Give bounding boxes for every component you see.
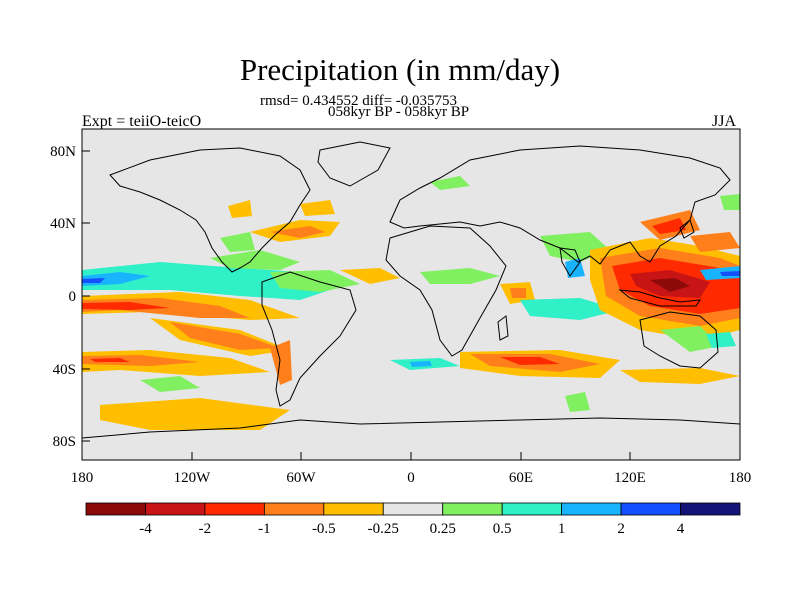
- anomaly-patch: [720, 271, 740, 276]
- colorbar-segment: [145, 502, 206, 516]
- anomaly-patch: [430, 176, 470, 190]
- lon-tick-label: 120W: [174, 470, 212, 486]
- longitude-axis: 180 120W 60W 0 60E 120E 180: [71, 452, 752, 486]
- anomaly-patch: [690, 232, 740, 252]
- lon-tick-label: 60E: [509, 470, 533, 486]
- colorbar-label: 0.25: [430, 521, 456, 537]
- anomaly-patch: [510, 288, 526, 298]
- anomaly-patch: [410, 361, 432, 367]
- anomaly-patch: [220, 232, 255, 252]
- colorbar-label: 4: [677, 521, 685, 537]
- anomaly-patch: [500, 357, 560, 365]
- colorbar-label: -4: [139, 521, 152, 537]
- anomaly-patch: [340, 268, 400, 284]
- anomaly-patch: [270, 340, 292, 385]
- lon-tick-label: 120E: [614, 470, 646, 486]
- colorbar-segment: [442, 502, 503, 516]
- anomaly-patch: [210, 250, 300, 270]
- anomaly-patch: [170, 322, 280, 350]
- lat-tick-label: 40N: [50, 216, 76, 232]
- anomaly-patch: [420, 268, 500, 284]
- anomaly-patch: [650, 278, 690, 292]
- anomaly-patch: [300, 200, 335, 216]
- anomaly-patch: [720, 194, 740, 210]
- colorbar-label: -1: [258, 521, 271, 537]
- anomaly-patch: [652, 218, 686, 234]
- anomaly-patch: [82, 355, 200, 366]
- season-label: JJA: [712, 113, 737, 130]
- anomaly-patch: [565, 258, 585, 278]
- anomaly-patch: [660, 326, 720, 352]
- colorbar-label: -0.5: [312, 521, 336, 537]
- colorbar-segment: [680, 502, 741, 516]
- colorbar-label: 1: [558, 521, 566, 537]
- anomaly-patch: [620, 368, 740, 384]
- colorbar-label: -0.25: [368, 521, 399, 537]
- colorbar-segment: [382, 502, 444, 516]
- lat-tick-label: 40S: [53, 362, 76, 378]
- anomaly-patch: [270, 226, 325, 238]
- colorbar-label: 2: [617, 521, 625, 537]
- lat-tick-label: 80N: [50, 144, 76, 160]
- anomaly-patch: [228, 200, 252, 218]
- colorbar-segment: [323, 502, 384, 516]
- anomaly-patch: [700, 266, 740, 280]
- precip-anomaly-field: [82, 176, 740, 430]
- experiment-label: Expt = teiiO-teicO: [82, 113, 202, 130]
- plot-title: Precipitation (in mm/day): [239, 52, 561, 87]
- lat-tick-label: 0: [69, 289, 77, 305]
- anomaly-patch: [90, 358, 130, 362]
- anomaly-patch: [140, 376, 200, 392]
- anomaly-patch: [520, 298, 620, 320]
- anomaly-patch: [706, 332, 736, 348]
- anomaly-patch: [82, 278, 105, 283]
- anomaly-patch: [565, 392, 590, 412]
- anomaly-patch: [100, 398, 290, 430]
- lat-tick-label: 80S: [53, 434, 76, 450]
- colorbar-segment: [561, 502, 622, 516]
- colorbar-label: -2: [199, 521, 212, 537]
- colorbar-segment: [204, 502, 265, 516]
- colorbar-label: 0.5: [493, 521, 512, 537]
- coastlines: [81, 141, 741, 439]
- latitude-axis: 80N 40N 0 40S 80S: [50, 144, 90, 450]
- lon-tick-label: 0: [407, 470, 415, 486]
- anomaly-patch: [82, 302, 170, 310]
- lon-tick-label: 180: [71, 470, 94, 486]
- anomaly-patch: [82, 262, 330, 300]
- colorbar-segment: [263, 502, 325, 516]
- stats-line: rmsd= 0.434552 diff= -0.035753: [260, 93, 458, 109]
- lon-tick-label: 60W: [286, 470, 316, 486]
- colorbar: -4 -2 -1 -0.5 -0.25 0.25 0.5 1 2 4: [85, 502, 741, 537]
- colorbar-segment: [620, 502, 681, 516]
- lon-tick-label: 180: [729, 470, 752, 486]
- period-line: 058kyr BP - 058kyr BP: [328, 104, 470, 120]
- colorbar-segment: [501, 502, 563, 516]
- colorbar-segment: [85, 502, 146, 516]
